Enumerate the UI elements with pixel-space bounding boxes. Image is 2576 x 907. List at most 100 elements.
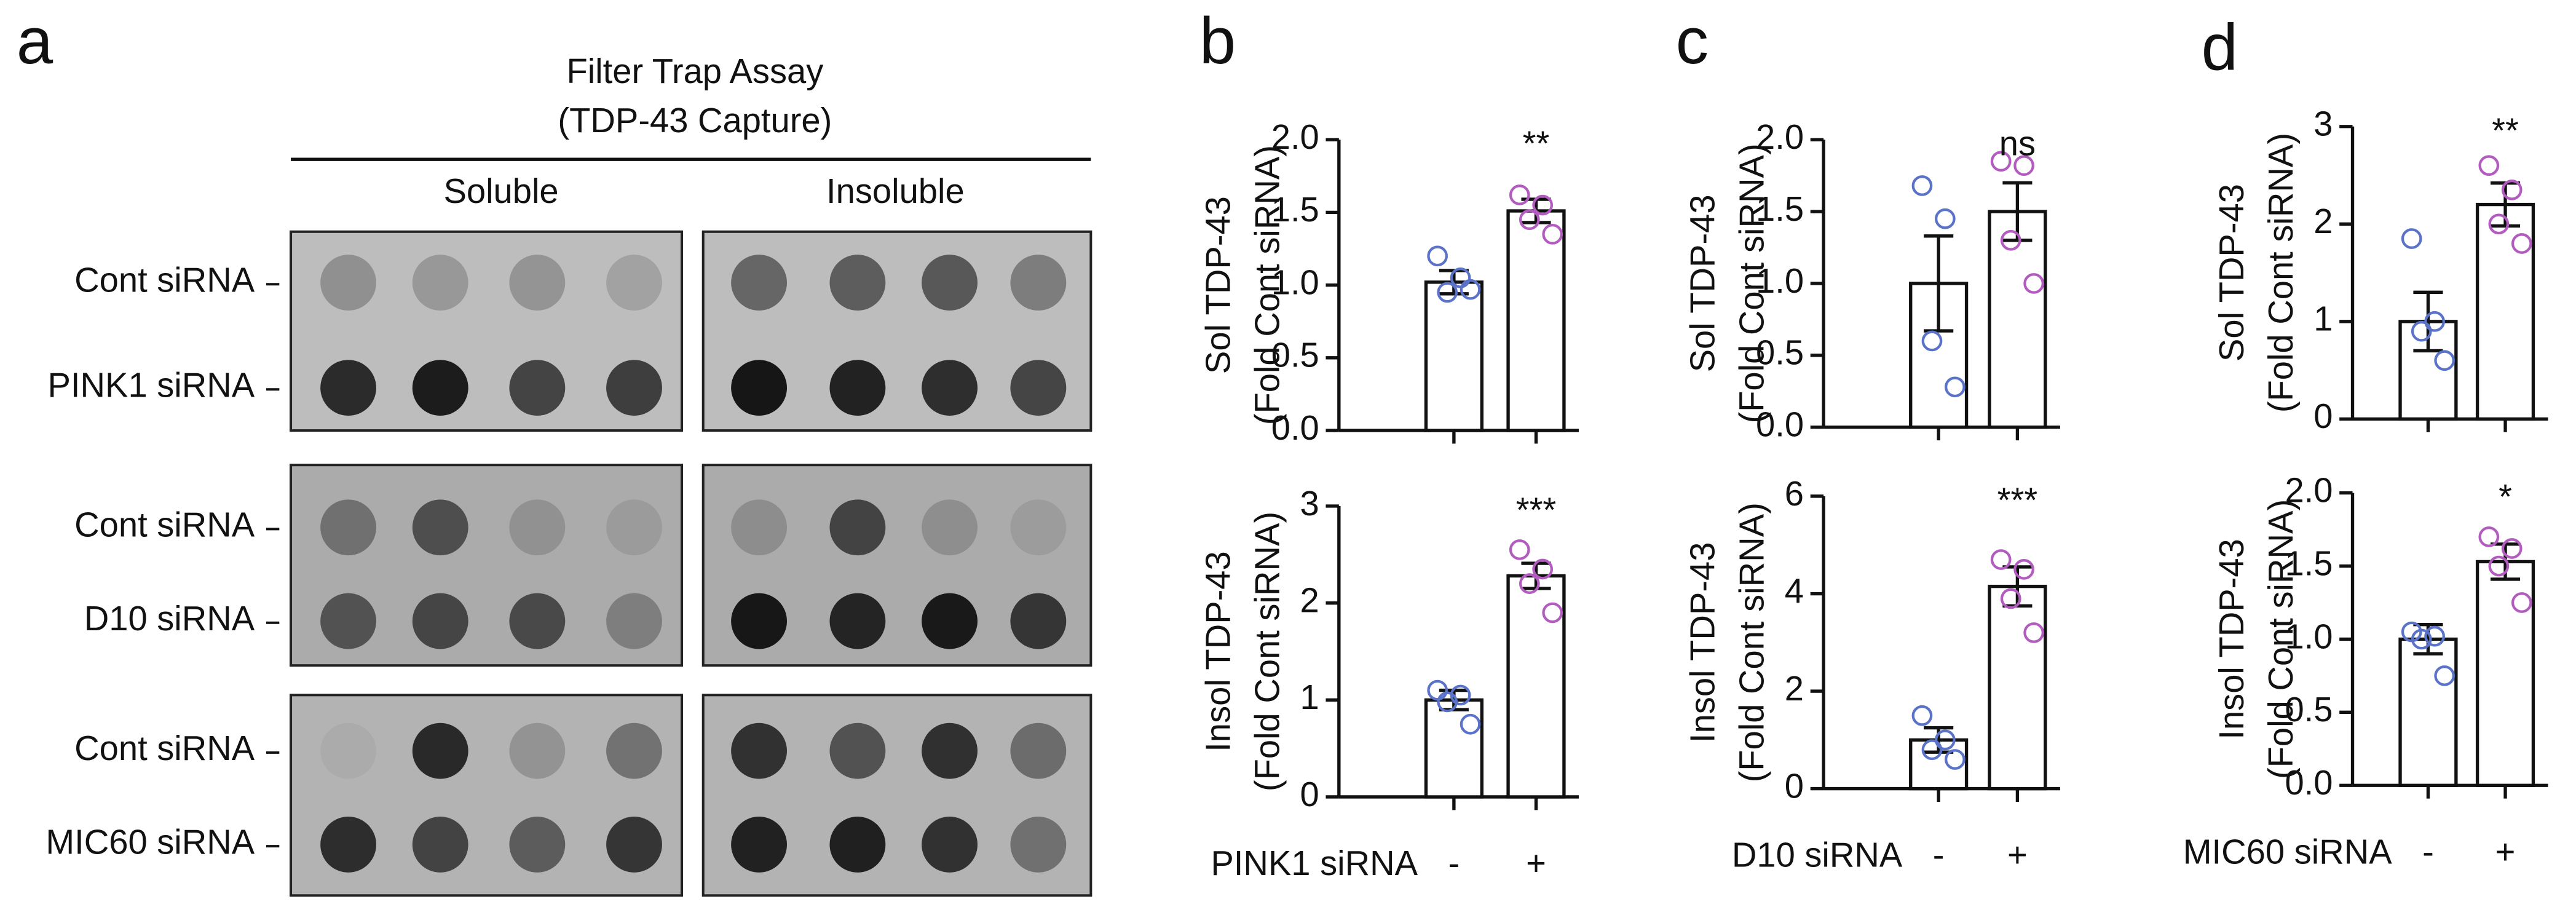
blot-dot bbox=[922, 360, 978, 416]
y-tick-label: 0.5 bbox=[2285, 690, 2333, 729]
column-label: Soluble bbox=[443, 172, 558, 210]
y-tick-label: 0 bbox=[2313, 397, 2333, 435]
y-axis-label: (Fold Cont siRNA) bbox=[1247, 512, 1286, 791]
bar bbox=[1988, 584, 2047, 791]
y-tick-label: 1 bbox=[1300, 678, 1319, 716]
blot-dot bbox=[412, 499, 468, 556]
blot-dot bbox=[1010, 360, 1067, 416]
blot-dot bbox=[412, 360, 468, 416]
blot-dot bbox=[731, 723, 788, 779]
data-point bbox=[2424, 625, 2445, 647]
blot-dot bbox=[829, 817, 886, 873]
blot-dot bbox=[829, 499, 886, 556]
data-point bbox=[2488, 213, 2510, 235]
y-tick-label: 1.5 bbox=[1271, 190, 1319, 229]
data-point bbox=[1437, 691, 1458, 713]
y-axis-label: (Fold Cont siRNA) bbox=[1732, 502, 1771, 782]
blot-dot bbox=[1010, 723, 1067, 779]
significance: ** bbox=[2492, 111, 2519, 149]
y-axis-label: Insol TDP-43 bbox=[1198, 551, 1237, 751]
y-axis-label: (Fold Cont siRNA) bbox=[2261, 133, 2300, 413]
panel-label: d bbox=[2202, 10, 2238, 84]
significance: * bbox=[2499, 477, 2512, 516]
blot-dot bbox=[829, 723, 886, 779]
blot-dot bbox=[922, 723, 978, 779]
blot-dot bbox=[922, 499, 978, 556]
data-point bbox=[1519, 573, 1540, 594]
blot-dot bbox=[412, 723, 468, 779]
data-point bbox=[2023, 273, 2044, 294]
significance: *** bbox=[1516, 491, 1557, 529]
y-tick-label: 2 bbox=[1300, 580, 1319, 619]
y-tick-label: 6 bbox=[1785, 474, 1804, 513]
blot-dot bbox=[320, 499, 376, 556]
data-point bbox=[2411, 320, 2432, 342]
significance: ns bbox=[1999, 124, 2036, 163]
y-tick-label: 0.0 bbox=[1271, 408, 1319, 447]
y-tick-label: 1.0 bbox=[2285, 617, 2333, 655]
data-point bbox=[2411, 628, 2432, 650]
y-tick-label: 2 bbox=[1785, 669, 1804, 708]
y-axis-label: Sol TDP-43 bbox=[2212, 184, 2251, 362]
significance: *** bbox=[1997, 480, 2038, 519]
data-point bbox=[2023, 622, 2044, 643]
blot-dot bbox=[829, 255, 886, 311]
row-label: D10 siRNA bbox=[84, 599, 255, 638]
blot-dot bbox=[509, 499, 566, 556]
blot-dot bbox=[606, 723, 662, 779]
bar bbox=[1988, 210, 2047, 429]
bar bbox=[2475, 560, 2535, 787]
row-label: Cont siRNA bbox=[74, 260, 255, 299]
y-tick-label: 0 bbox=[1300, 775, 1319, 814]
data-point bbox=[2000, 588, 2021, 609]
y-tick-label: 2.0 bbox=[1271, 117, 1319, 156]
y-axis-label: Sol TDP-43 bbox=[1198, 196, 1237, 374]
y-axis-label: Insol TDP-43 bbox=[2212, 539, 2251, 739]
data-point bbox=[2401, 228, 2422, 249]
x-tick-label: - bbox=[2422, 832, 2434, 871]
y-tick-label: 0.5 bbox=[1271, 336, 1319, 374]
data-point bbox=[1990, 151, 2012, 172]
blot-dot bbox=[731, 817, 788, 873]
blot-dot bbox=[922, 255, 978, 311]
y-tick-label: 1.5 bbox=[2285, 544, 2333, 582]
blot-dot bbox=[606, 593, 662, 649]
x-axis-label: PINK1 siRNA bbox=[1211, 844, 1418, 882]
blot-dot bbox=[320, 360, 376, 416]
data-point bbox=[1542, 602, 1563, 624]
error-bar bbox=[2413, 290, 2443, 353]
blot-dot bbox=[509, 817, 566, 873]
y-tick-label: 2 bbox=[2313, 202, 2333, 240]
blot-dot bbox=[606, 499, 662, 556]
x-tick-label: + bbox=[1526, 844, 1546, 882]
data-point bbox=[2424, 311, 2445, 332]
row-label: MIC60 siRNA bbox=[45, 822, 255, 861]
data-point bbox=[1921, 739, 1943, 761]
data-point bbox=[2013, 155, 2034, 176]
data-point bbox=[1437, 282, 1458, 303]
data-point bbox=[2000, 229, 2021, 251]
bar bbox=[1424, 280, 1484, 432]
data-point bbox=[1911, 705, 1933, 726]
y-tick-label: 2.0 bbox=[1756, 117, 1804, 156]
y-tick-label: 3 bbox=[1300, 484, 1319, 523]
data-point bbox=[2478, 526, 2500, 547]
data-point bbox=[1519, 209, 1540, 231]
bar bbox=[2475, 202, 2535, 421]
blot-dot bbox=[1010, 817, 1067, 873]
data-point bbox=[2511, 592, 2532, 613]
y-tick-label: 1.0 bbox=[1756, 261, 1804, 300]
y-axis-label: (Fold Cont siRNA) bbox=[1732, 143, 1771, 423]
data-point bbox=[1532, 558, 1554, 580]
blot-dot bbox=[1010, 593, 1067, 649]
blot-dot bbox=[731, 255, 788, 311]
y-axis-label: (Fold Cont siRNA) bbox=[2261, 499, 2300, 779]
data-point bbox=[1935, 208, 1956, 229]
blot-dot bbox=[922, 817, 978, 873]
significance: ** bbox=[1523, 124, 1550, 163]
data-point bbox=[1460, 713, 1481, 735]
blot-dot bbox=[1010, 499, 1067, 556]
blot-dot bbox=[922, 593, 978, 649]
